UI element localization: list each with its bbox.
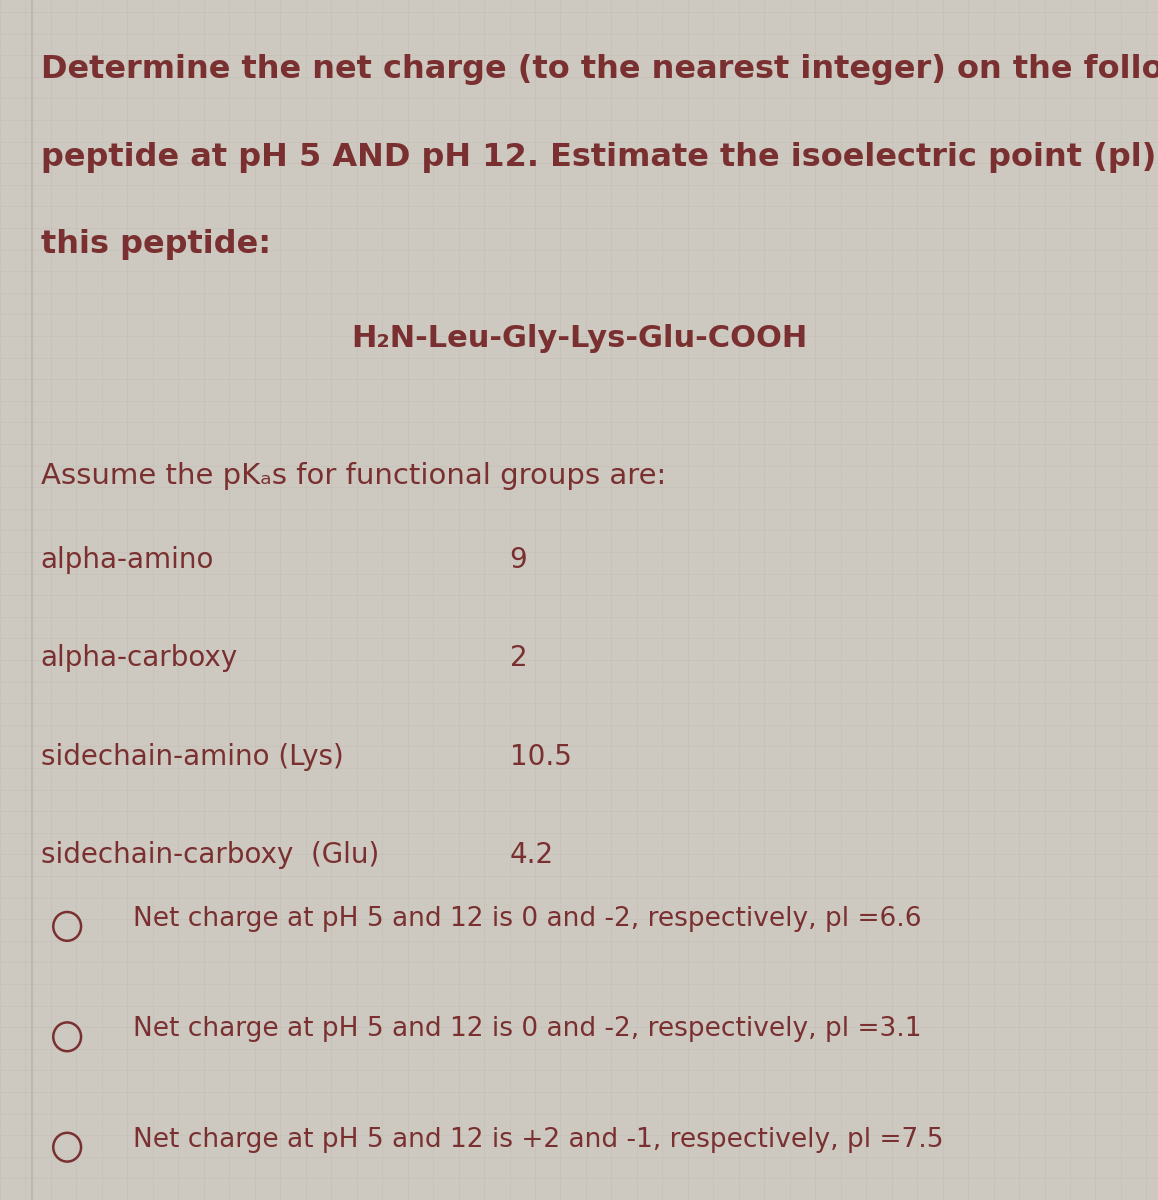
Text: peptide at pH 5 AND pH 12. Estimate the isoelectric point (pl) for: peptide at pH 5 AND pH 12. Estimate the … xyxy=(41,142,1158,173)
Text: 2: 2 xyxy=(510,644,527,672)
Text: Net charge at pH 5 and 12 is 0 and -2, respectively, pl =3.1: Net charge at pH 5 and 12 is 0 and -2, r… xyxy=(133,1016,922,1043)
Text: Net charge at pH 5 and 12 is +2 and -1, respectively, pl =7.5: Net charge at pH 5 and 12 is +2 and -1, … xyxy=(133,1127,944,1153)
Text: Determine the net charge (to the nearest integer) on the following: Determine the net charge (to the nearest… xyxy=(41,54,1158,85)
Text: H₂N-Leu-Gly-Lys-Glu-COOH: H₂N-Leu-Gly-Lys-Glu-COOH xyxy=(351,324,807,353)
Text: 4.2: 4.2 xyxy=(510,841,554,869)
Text: 9: 9 xyxy=(510,546,527,574)
Text: Assume the pKₐs for functional groups are:: Assume the pKₐs for functional groups ar… xyxy=(41,462,666,490)
Text: this peptide:: this peptide: xyxy=(41,229,271,260)
Text: alpha-amino: alpha-amino xyxy=(41,546,214,574)
Text: sidechain-carboxy  (Glu): sidechain-carboxy (Glu) xyxy=(41,841,379,869)
Text: sidechain-amino (Lys): sidechain-amino (Lys) xyxy=(41,743,343,770)
Text: 10.5: 10.5 xyxy=(510,743,571,770)
Text: alpha-carboxy: alpha-carboxy xyxy=(41,644,237,672)
Text: Net charge at pH 5 and 12 is 0 and -2, respectively, pl =6.6: Net charge at pH 5 and 12 is 0 and -2, r… xyxy=(133,906,922,932)
